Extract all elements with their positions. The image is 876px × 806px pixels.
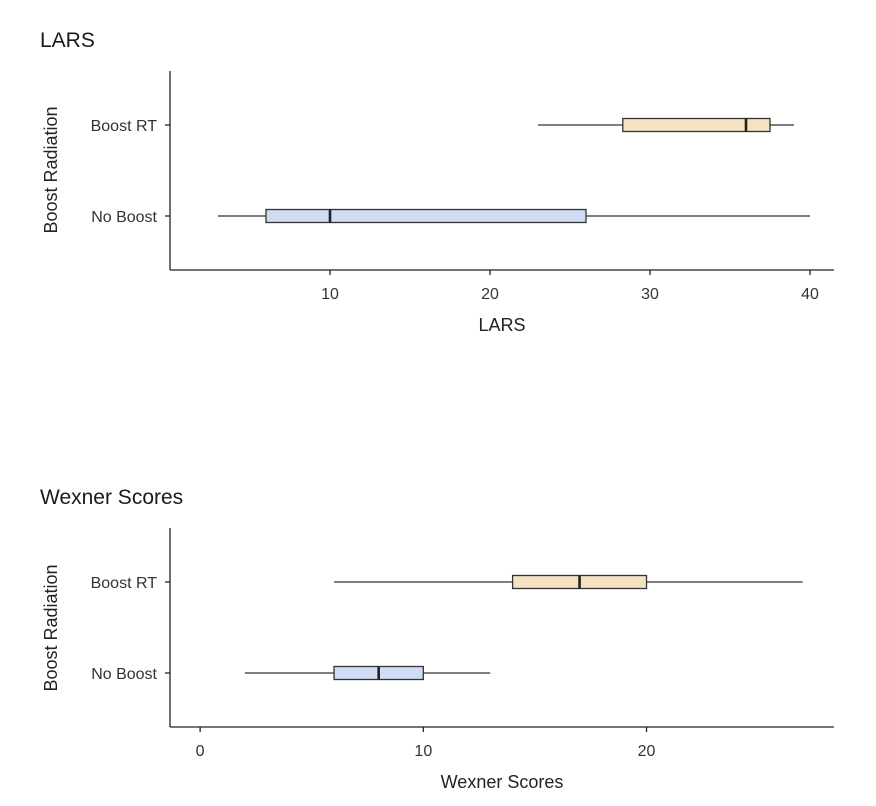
box-no-boost <box>244 665 491 681</box>
box-body <box>265 208 587 224</box>
y-tick-label: Boost RT <box>91 118 158 135</box>
x-tick-label: 0 <box>196 743 205 760</box>
y-tick-label: No Boost <box>91 209 157 226</box>
y-axis-title: Boost Radiation <box>41 564 61 691</box>
x-tick-label: 40 <box>801 286 819 303</box>
box-boost-rt <box>334 574 803 590</box>
y-ticks: Boost RT No Boost <box>91 575 170 683</box>
x-axis-title: LARS <box>478 315 525 335</box>
wexner-panel: Wexner Scores Boost Radiation Boost RT N… <box>40 486 834 792</box>
y-axis-title: Boost Radiation <box>41 106 61 233</box>
chart-title: LARS <box>40 29 95 52</box>
box-series <box>244 574 803 681</box>
x-tick-label: 20 <box>638 743 656 760</box>
y-ticks: Boost RT No Boost <box>91 118 170 226</box>
box-body <box>622 117 771 133</box>
x-tick-label: 20 <box>481 286 499 303</box>
x-tick-label: 10 <box>321 286 339 303</box>
y-tick-label: Boost RT <box>91 575 158 592</box>
lars-panel: LARS Boost Radiation Boost RT No Boost 1… <box>40 29 834 335</box>
box-no-boost <box>218 208 810 224</box>
x-tick-label: 30 <box>641 286 659 303</box>
x-ticks: 10 20 30 40 <box>321 270 819 303</box>
box-series <box>218 117 810 224</box>
x-axis-title: Wexner Scores <box>441 772 564 792</box>
chart-title: Wexner Scores <box>40 486 183 509</box>
y-tick-label: No Boost <box>91 666 157 683</box>
box-boost-rt <box>538 117 794 133</box>
x-ticks: 0 10 20 <box>196 727 656 760</box>
x-tick-label: 10 <box>414 743 432 760</box>
